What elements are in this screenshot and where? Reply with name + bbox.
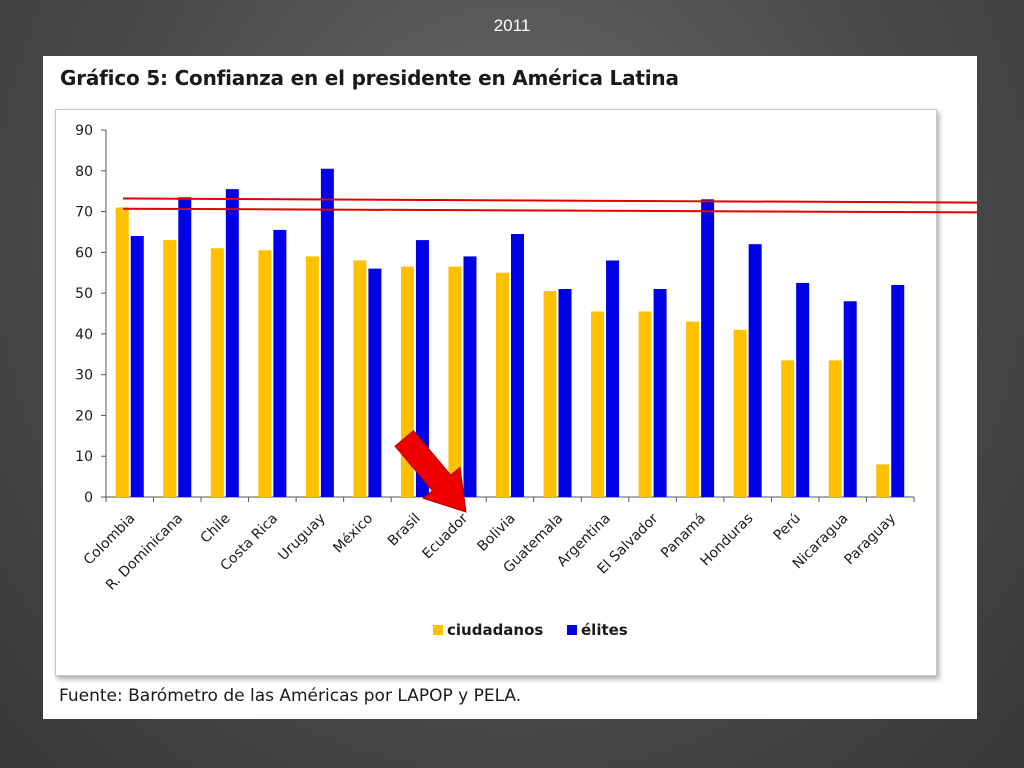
bar-ciudadanos-16 <box>828 360 842 497</box>
bar-élites-3 <box>225 189 239 497</box>
bar-ciudadanos-6 <box>353 260 367 497</box>
y-tick-label: 10 <box>75 449 93 465</box>
slide-title: 2011 <box>493 16 531 35</box>
x-tick-label: México <box>330 511 376 557</box>
bar-ciudadanos-10 <box>543 291 557 497</box>
y-tick-label: 70 <box>75 205 93 221</box>
bar-ciudadanos-4 <box>258 250 272 497</box>
y-tick-label: 50 <box>75 286 93 302</box>
red-arrow-icon <box>394 430 467 513</box>
bar-élites-12 <box>653 289 667 497</box>
y-tick-label: 40 <box>75 327 93 343</box>
x-tick-label: Uruguay <box>275 511 328 564</box>
bar-ciudadanos-3 <box>210 248 224 497</box>
legend-swatch-élites <box>567 625 577 635</box>
bar-ciudadanos-13 <box>686 321 700 497</box>
x-tick-label: Chile <box>198 511 234 547</box>
bar-ciudadanos-14 <box>733 329 747 497</box>
bar-ciudadanos-2 <box>163 240 177 497</box>
bar-élites-17 <box>891 284 905 497</box>
x-tick-label: Ecuador <box>420 510 472 562</box>
y-tick-label: 20 <box>75 408 93 424</box>
legend-label-élites: élites <box>581 621 628 639</box>
bar-élites-5 <box>320 168 334 497</box>
bar-ciudadanos-11 <box>591 311 605 497</box>
bar-ciudadanos-17 <box>876 464 890 497</box>
bar-élites-1 <box>130 236 144 497</box>
y-tick-label: 0 <box>84 490 93 506</box>
reference-line-1 <box>122 197 978 204</box>
bar-ciudadanos-5 <box>305 256 319 497</box>
bar-ciudadanos-12 <box>638 311 652 497</box>
bar-élites-11 <box>606 260 620 497</box>
x-tick-label: Perú <box>771 511 804 544</box>
bar-élites-14 <box>748 244 762 497</box>
source-note: Fuente: Barómetro de las Américas por LA… <box>59 686 522 706</box>
bar-élites-4 <box>273 229 287 497</box>
x-tick-label: Paraguay <box>842 511 900 569</box>
bar-ciudadanos-9 <box>496 272 509 497</box>
bar-élites-15 <box>796 282 810 497</box>
chart-title: Gráfico 5: Confianza en el presidente en… <box>60 66 679 90</box>
y-tick-label: 60 <box>75 245 93 261</box>
bar-élites-2 <box>178 197 192 498</box>
bar-élites-10 <box>558 289 572 497</box>
bar-élites-16 <box>843 301 857 497</box>
y-tick-label: 90 <box>75 123 93 139</box>
bar-élites-13 <box>701 199 715 498</box>
reference-line-2 <box>122 207 978 214</box>
y-tick-label: 30 <box>75 368 93 384</box>
legend-swatch-ciudadanos <box>433 625 443 635</box>
x-tick-label: Bolivia <box>474 511 518 555</box>
bar-élites-8 <box>463 256 477 497</box>
bar-élites-9 <box>511 233 524 497</box>
x-tick-label: Brasil <box>385 511 424 550</box>
legend-label-ciudadanos: ciudadanos <box>447 621 543 639</box>
bar-élites-7 <box>415 240 429 497</box>
bar-élites-6 <box>368 268 382 497</box>
y-tick-label: 80 <box>75 164 93 180</box>
bar-ciudadanos-1 <box>115 207 129 497</box>
bar-ciudadanos-8 <box>448 266 462 497</box>
bar-ciudadanos-15 <box>781 360 795 497</box>
